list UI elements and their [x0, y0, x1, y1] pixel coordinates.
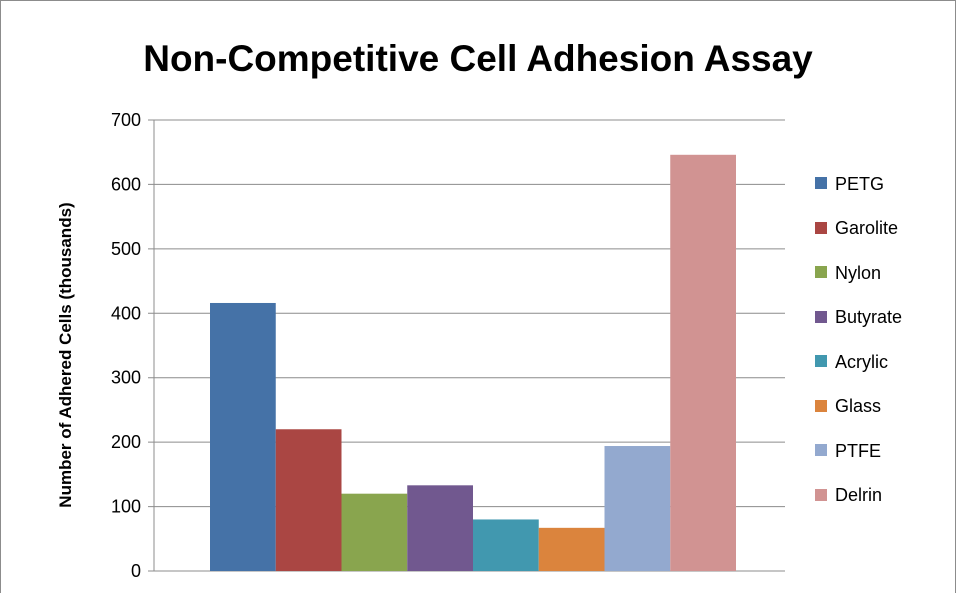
legend-item-nylon: Nylon	[815, 251, 902, 296]
chart-title: Non-Competitive Cell Adhesion Assay	[143, 38, 813, 79]
bar-nylon	[341, 493, 408, 571]
legend-swatch	[815, 488, 827, 501]
legend-swatch	[815, 399, 827, 412]
legend-item-delrin: Delrin	[815, 474, 902, 519]
y-tick-label: 500	[111, 239, 141, 259]
y-tick-label: 300	[111, 368, 141, 388]
bar-butyrate	[407, 485, 473, 571]
legend-label: PETG	[835, 173, 885, 194]
legend-swatch	[815, 177, 827, 190]
legend-label: Delrin	[835, 485, 883, 506]
legend-label: PTFE	[835, 440, 882, 461]
legend-swatch	[815, 355, 827, 368]
legend-item-ptfe: PTFE	[815, 429, 902, 474]
legend-label: Acrylic	[835, 351, 888, 372]
y-tick-label: 0	[131, 561, 141, 581]
legend-label: Glass	[835, 396, 882, 417]
y-tick-label: 400	[111, 303, 141, 323]
legend-item-garolite: Garolite	[815, 207, 902, 252]
bar-ptfe	[604, 446, 671, 571]
legend-item-petg: PETG	[815, 162, 902, 207]
bar-acrylic	[473, 519, 539, 571]
legend-label: Butyrate	[835, 307, 903, 328]
y-tick-label: 600	[111, 174, 141, 194]
legend-swatch	[815, 444, 827, 457]
y-tick-label: 200	[111, 432, 141, 452]
legend-swatch	[815, 221, 827, 234]
legend-item-butyrate: Butyrate	[815, 296, 902, 341]
y-tick-label: 100	[111, 497, 141, 517]
legend-swatch	[815, 310, 827, 323]
legend-item-acrylic: Acrylic	[815, 340, 902, 385]
legend-item-glass: Glass	[815, 385, 902, 430]
legend: PETG Garolite Nylon Butyrate Acrylic Glass PTF…	[815, 162, 902, 518]
bar-petg	[210, 302, 276, 571]
legend-swatch	[815, 266, 827, 279]
bar-delrin	[670, 154, 736, 571]
bar-garolite	[275, 429, 342, 571]
legend-label: Nylon	[835, 262, 882, 283]
bar-glass	[538, 527, 605, 571]
legend-label: Garolite	[835, 218, 899, 239]
y-tick-label: 700	[111, 110, 141, 130]
